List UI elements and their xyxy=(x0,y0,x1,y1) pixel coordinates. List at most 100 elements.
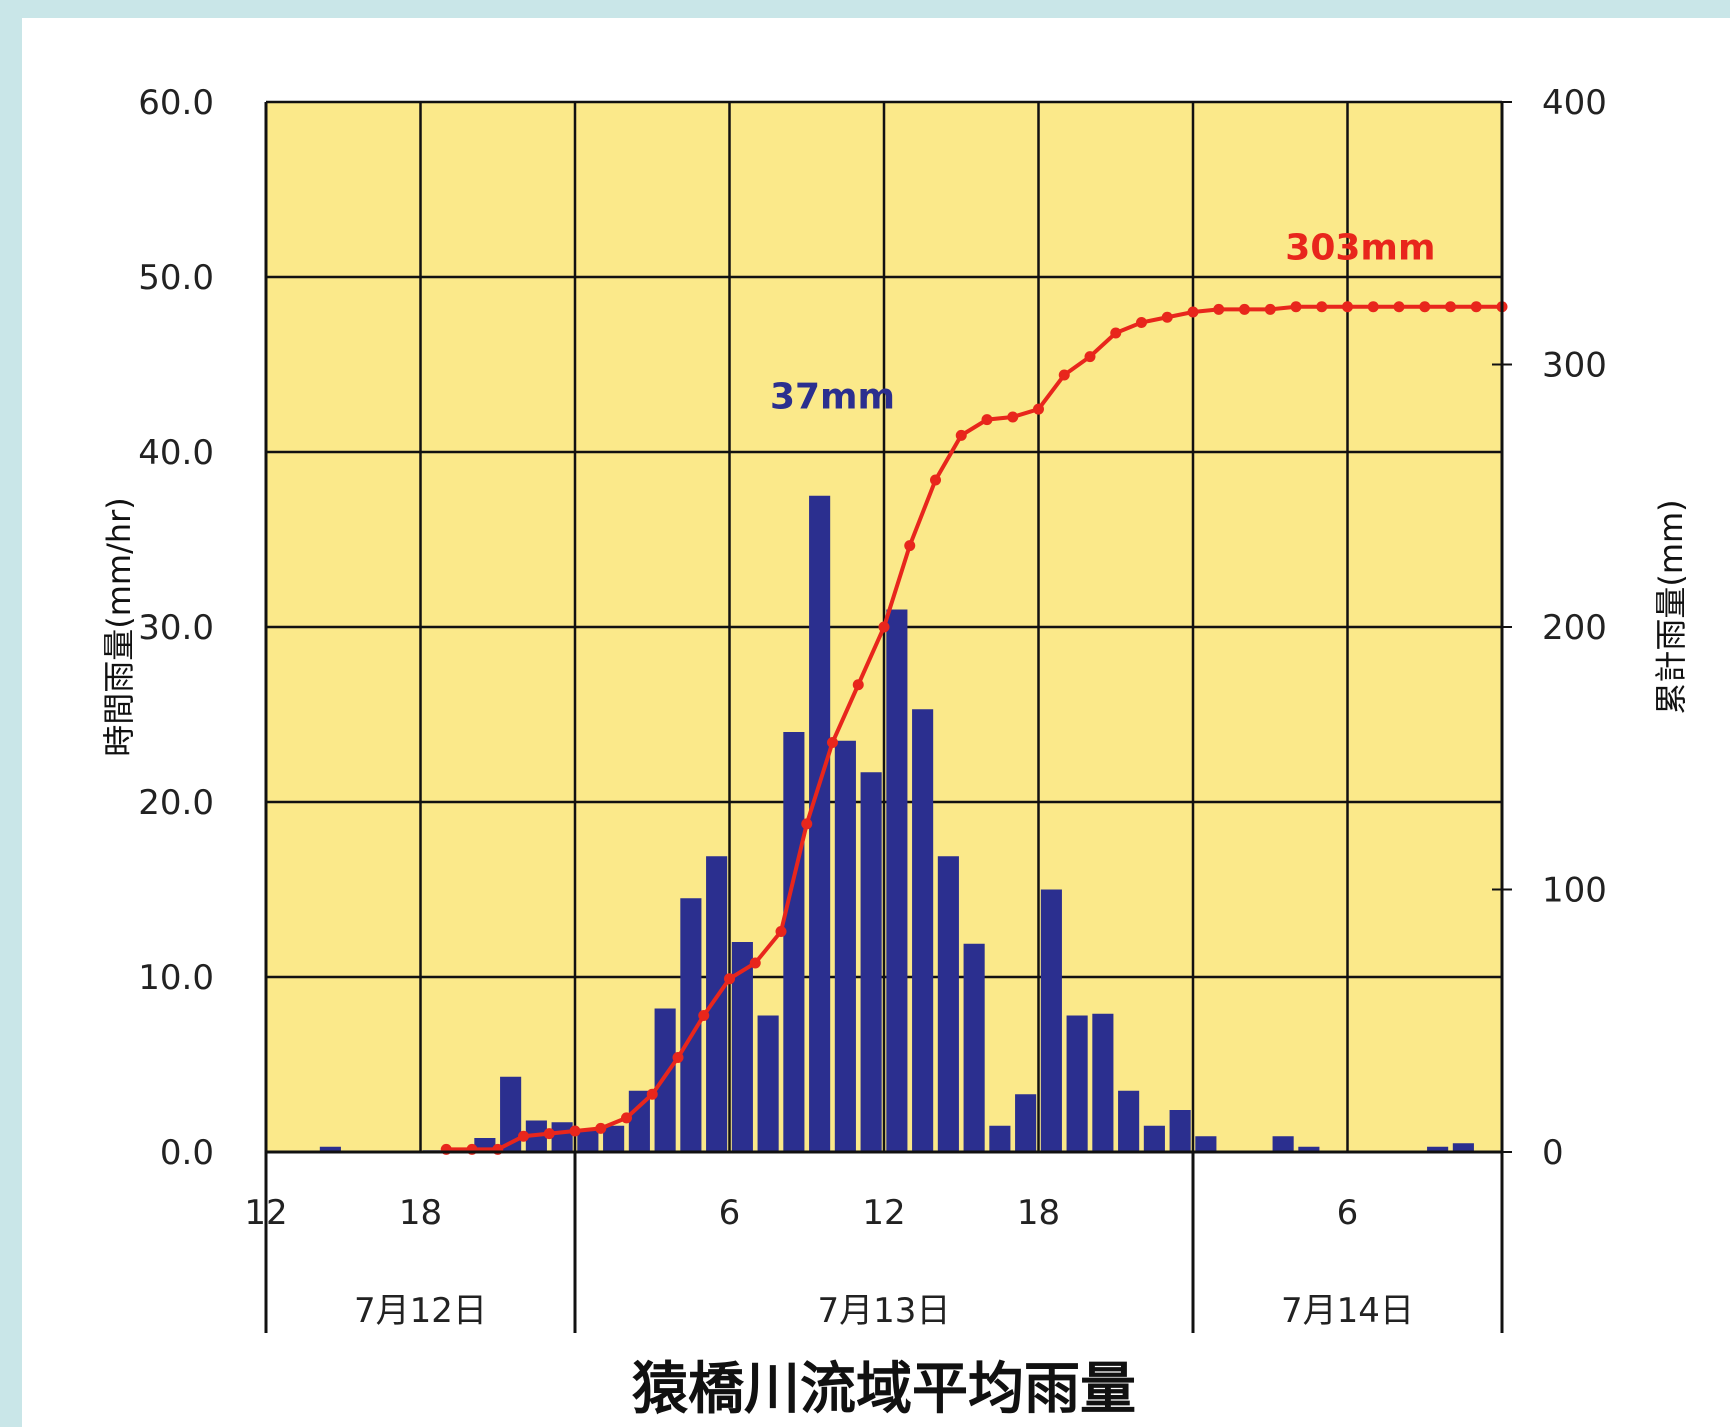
cumulative-point xyxy=(1367,301,1379,313)
value-annotation: 303mm xyxy=(1285,228,1435,269)
cumulative-point xyxy=(801,818,813,830)
x-tick-label: 12 xyxy=(862,1193,905,1233)
rainfall-bar xyxy=(1040,889,1062,1152)
rainfall-bar xyxy=(1195,1136,1217,1152)
date-label: 7月14日 xyxy=(1281,1291,1414,1331)
cumulative-point xyxy=(1264,303,1276,315)
rainfall-bar xyxy=(989,1125,1011,1152)
rainfall-bar xyxy=(1298,1146,1320,1152)
rainfall-bar xyxy=(1272,1136,1294,1152)
cumulative-point xyxy=(672,1052,684,1063)
rainfall-bar xyxy=(809,495,831,1152)
cumulative-point xyxy=(852,679,864,691)
rainfall-bar xyxy=(1015,1094,1037,1152)
axes xyxy=(264,101,1512,1333)
cumulative-point xyxy=(1084,351,1096,363)
cumulative-point xyxy=(1213,303,1225,315)
y-tick-label-left: 0.0 xyxy=(160,1133,214,1173)
y-tick-label-left: 50.0 xyxy=(138,258,214,298)
y-tick-label-left: 60.0 xyxy=(138,83,214,123)
date-label: 7月12日 xyxy=(354,1291,487,1331)
cumulative-point xyxy=(646,1088,658,1100)
cumulative-point xyxy=(1316,301,1328,313)
chart-title: 猿橋川流域平均雨量 xyxy=(632,1357,1136,1422)
value-annotation: 37mm xyxy=(770,376,895,417)
rainfall-bar xyxy=(757,1015,779,1152)
rainfall-bar xyxy=(706,856,728,1152)
cumulative-point xyxy=(1161,311,1173,323)
rainfall-bar xyxy=(551,1122,573,1152)
rainfall-bar xyxy=(1143,1125,1165,1152)
rainfall-bar xyxy=(912,709,934,1152)
rainfall-bar xyxy=(1452,1143,1474,1152)
rainfall-bar xyxy=(603,1125,625,1152)
cumulative-point xyxy=(518,1130,529,1142)
rainfall-bar xyxy=(500,1076,522,1152)
y-tick-label-right: 200 xyxy=(1542,608,1607,648)
rainfall-bar xyxy=(1169,1110,1191,1152)
cumulative-point xyxy=(1058,369,1070,381)
cumulative-point xyxy=(569,1125,581,1137)
y-tick-label-left: 20.0 xyxy=(138,783,214,823)
cumulative-point xyxy=(1110,327,1122,339)
cumulative-point xyxy=(878,621,890,633)
cumulative-point xyxy=(543,1128,555,1140)
rainfall-bar xyxy=(963,943,985,1152)
x-tick-label: 6 xyxy=(1337,1193,1359,1233)
rainfall-bar xyxy=(937,856,959,1152)
rainfall-bar xyxy=(680,898,702,1152)
rainfall-bar xyxy=(628,1090,650,1152)
cumulative-point xyxy=(904,540,916,552)
y-axis-left-title: 時間雨量(mm/hr) xyxy=(100,497,138,757)
cumulative-point xyxy=(1470,301,1482,313)
cumulative-point xyxy=(827,737,838,748)
tick-labels: 0.0 10.0 20.0 30.0 40.0 50.0 60.0 0 100 200 300 400… xyxy=(138,83,1607,1331)
date-label: 7月13日 xyxy=(818,1291,951,1331)
cumulative-point xyxy=(1290,301,1302,313)
rainfall-bar xyxy=(1427,1146,1449,1152)
cumulative-point xyxy=(1033,403,1044,415)
y-tick-label-left: 40.0 xyxy=(138,433,214,473)
rainfall-bar xyxy=(860,772,882,1152)
rainfall-bar xyxy=(1066,1015,1088,1152)
cumulative-point xyxy=(724,973,735,985)
cumulative-point xyxy=(955,429,967,441)
rainfall-bar xyxy=(886,609,908,1152)
rainfall-bar xyxy=(577,1129,599,1152)
chart-frame: 0.0 10.0 20.0 30.0 40.0 50.0 60.0 0 100 200 300 400… xyxy=(22,18,1730,1427)
x-tick-label: 18 xyxy=(1017,1193,1060,1233)
annotations: 37mm 303mm xyxy=(770,228,1436,418)
y-tick-label-left: 30.0 xyxy=(138,608,214,648)
x-tick-label: 18 xyxy=(399,1193,442,1233)
cumulative-point xyxy=(1007,411,1019,423)
cumulative-point xyxy=(1445,301,1456,313)
rainfall-bar xyxy=(783,732,805,1152)
cumulative-point xyxy=(1136,317,1147,328)
rainfall-bar xyxy=(1118,1090,1140,1152)
cumulative-point xyxy=(698,1010,710,1021)
y-tick-label-right: 100 xyxy=(1542,871,1607,911)
cumulative-point xyxy=(749,957,761,969)
x-tick-label: 12 xyxy=(244,1193,287,1233)
cumulative-point xyxy=(1239,303,1250,315)
cumulative-point xyxy=(595,1122,607,1134)
cumulative-point xyxy=(930,474,941,486)
x-tick-label: 6 xyxy=(719,1193,741,1233)
rainfall-bar xyxy=(1092,1013,1114,1152)
y-axis-right-title: 累計雨量(mm) xyxy=(1652,499,1690,714)
cumulative-rainfall-line xyxy=(440,301,1508,1155)
cumulative-point xyxy=(1187,306,1199,318)
rainfall-bar xyxy=(319,1146,341,1152)
y-tick-label-right: 0 xyxy=(1542,1133,1564,1173)
rainfall-chart: 0.0 10.0 20.0 30.0 40.0 50.0 60.0 0 100 200 300 400… xyxy=(100,83,1690,1422)
cumulative-point xyxy=(1393,301,1405,313)
cumulative-point xyxy=(621,1112,632,1124)
cumulative-point xyxy=(1419,301,1431,313)
rainfall-bar xyxy=(654,1008,676,1152)
y-tick-label-right: 400 xyxy=(1542,83,1607,123)
cumulative-point xyxy=(981,414,993,426)
hourly-rainfall-bars xyxy=(319,495,1474,1152)
rainfall-bar xyxy=(834,740,856,1152)
y-tick-label-right: 300 xyxy=(1542,346,1607,386)
cumulative-point xyxy=(1342,301,1353,313)
